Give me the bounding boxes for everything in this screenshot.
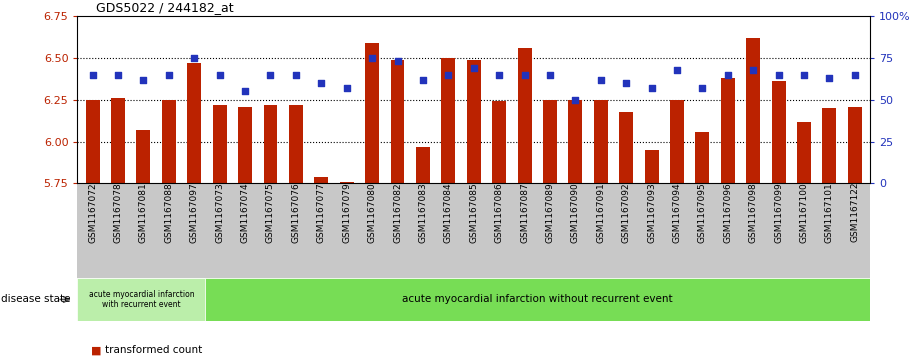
Bar <box>645 150 659 183</box>
Bar <box>848 106 862 183</box>
Point <box>721 72 735 78</box>
Text: ■: ■ <box>91 345 102 355</box>
Bar <box>543 100 557 183</box>
Point <box>137 77 151 83</box>
Point <box>212 72 227 78</box>
Bar <box>517 48 531 183</box>
Point <box>822 75 836 81</box>
Bar <box>365 43 379 183</box>
Point <box>314 80 329 86</box>
Point <box>517 72 532 78</box>
Bar <box>162 100 176 183</box>
Bar <box>823 108 836 183</box>
Point <box>670 67 684 73</box>
Text: GDS5022 / 244182_at: GDS5022 / 244182_at <box>96 1 233 15</box>
Point <box>289 72 303 78</box>
Point <box>111 72 126 78</box>
Point <box>263 72 278 78</box>
Bar <box>772 81 785 183</box>
Bar <box>86 100 99 183</box>
Bar <box>212 105 227 183</box>
Bar <box>594 100 608 183</box>
Text: transformed count: transformed count <box>105 345 202 355</box>
Bar <box>205 278 870 321</box>
Bar <box>568 100 582 183</box>
Bar <box>416 147 430 183</box>
Bar <box>340 182 353 183</box>
Point <box>340 85 354 91</box>
Text: disease state: disease state <box>1 294 70 305</box>
Point <box>644 85 659 91</box>
Point <box>619 80 633 86</box>
Bar <box>797 122 811 183</box>
Point <box>466 65 481 71</box>
Bar <box>746 38 760 183</box>
Point <box>187 55 201 61</box>
Bar <box>289 105 302 183</box>
Point <box>86 72 100 78</box>
Bar <box>238 106 252 183</box>
Point <box>441 72 456 78</box>
Point <box>568 97 583 103</box>
Bar <box>441 58 456 183</box>
Point <box>593 77 608 83</box>
Point <box>492 72 507 78</box>
Bar <box>492 102 507 183</box>
Bar <box>111 98 125 183</box>
Point <box>238 89 252 94</box>
Point <box>796 72 811 78</box>
Point <box>746 67 761 73</box>
Bar <box>391 60 404 183</box>
Point <box>772 72 786 78</box>
Bar <box>188 63 201 183</box>
Point <box>415 77 430 83</box>
Point <box>390 58 404 64</box>
Text: acute myocardial infarction
with recurrent event: acute myocardial infarction with recurre… <box>88 290 194 309</box>
Point <box>161 72 176 78</box>
Bar <box>721 78 735 183</box>
Bar <box>77 278 205 321</box>
Text: acute myocardial infarction without recurrent event: acute myocardial infarction without recu… <box>403 294 673 305</box>
Bar <box>137 130 150 183</box>
Bar <box>670 100 684 183</box>
Bar <box>263 105 278 183</box>
Bar <box>466 60 481 183</box>
Bar <box>314 177 328 183</box>
Bar <box>695 131 710 183</box>
Point <box>364 55 379 61</box>
Point <box>847 72 862 78</box>
Point <box>695 85 710 91</box>
Bar <box>619 111 633 183</box>
Point <box>543 72 558 78</box>
